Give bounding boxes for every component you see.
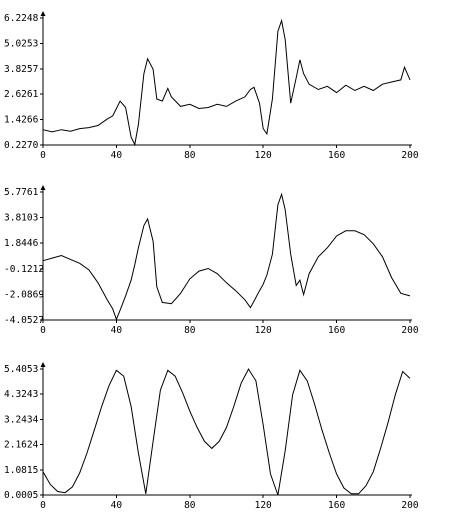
x-tick-label: 200: [401, 500, 418, 511]
y-tick-label: 0.2270: [4, 140, 39, 151]
x-tick-label: 120: [255, 150, 272, 161]
y-tick-label: 5.4053: [4, 364, 38, 375]
x-tick-label: 40: [111, 325, 123, 336]
y-tick-label: 5.7761: [4, 187, 39, 198]
x-tick-label: 40: [111, 150, 123, 161]
chart-panel-2: 5.7761 3.8103 1.8446 -0.1212 -2.0869 -4.05270…: [4, 185, 419, 336]
y-tick-label: 1.4266: [4, 115, 39, 126]
y-tick-label: 2.6261: [4, 89, 39, 100]
x-tick-label: 80: [184, 325, 196, 336]
y-axis-arrow-icon: [40, 185, 46, 190]
y-tick-label: -4.0527: [4, 315, 44, 326]
x-tick-label: 160: [328, 150, 345, 161]
x-tick-label: 120: [255, 500, 272, 511]
x-tick-label: 160: [328, 500, 345, 511]
series-line: [42, 368, 411, 496]
x-tick-label: 120: [255, 325, 272, 336]
x-tick-label: 40: [111, 500, 123, 511]
y-tick-label: 4.3243: [4, 389, 38, 400]
y-tick-label: 5.0253: [4, 38, 38, 49]
series-line: [42, 18, 411, 147]
y-tick-label: 6.2248: [4, 13, 39, 24]
y-tick-label: 3.8257: [4, 64, 38, 75]
x-tick-label: 0: [40, 325, 46, 336]
x-tick-label: 80: [184, 500, 196, 511]
x-tick-label: 0: [40, 150, 46, 161]
x-tick-label: 0: [40, 500, 46, 511]
y-tick-label: 1.8446: [4, 238, 39, 249]
x-tick-label: 200: [401, 150, 418, 161]
y-tick-label: 0.0005: [4, 490, 38, 501]
y-axis-arrow-icon: [40, 362, 46, 367]
y-tick-label: -0.1212: [4, 264, 44, 275]
y-axis-arrow-icon: [40, 11, 46, 16]
x-tick-label: 160: [328, 325, 345, 336]
y-tick-label: 3.8103: [4, 213, 38, 224]
x-tick-label: 200: [401, 325, 418, 336]
y-tick-label: 1.0815: [4, 465, 38, 476]
y-tick-label: -2.0869: [4, 289, 44, 300]
series-line: [42, 192, 411, 321]
x-tick-label: 80: [184, 150, 196, 161]
y-tick-label: 3.2434: [4, 414, 39, 425]
y-tick-label: 2.1624: [4, 440, 39, 451]
